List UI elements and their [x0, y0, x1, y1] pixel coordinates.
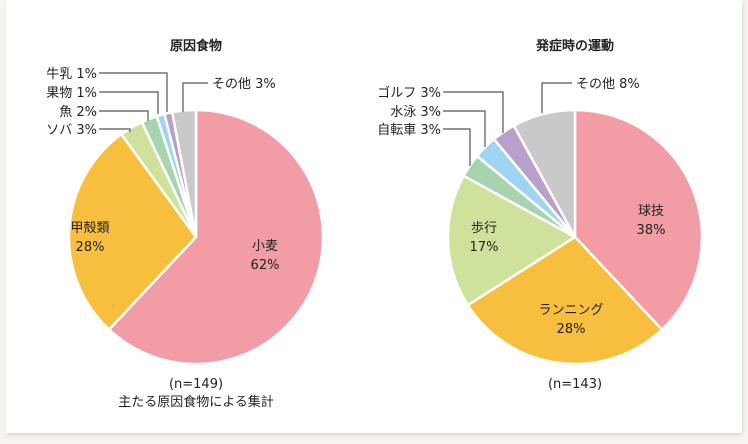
pie-slice [573, 108, 704, 331]
pie-chart-1 [67, 72, 325, 366]
chart-title: 原因食物 [170, 38, 222, 54]
slice-label: 歩行 [471, 221, 497, 236]
sample-size-note: (n=149) [169, 377, 223, 392]
pie-slice [67, 133, 198, 331]
leader-line [99, 72, 168, 112]
slice-callout-label: 魚 2% [59, 105, 97, 120]
pie-chart-2 [443, 82, 704, 366]
slice-value: 38% [637, 223, 666, 238]
pie-slice [446, 174, 577, 307]
leader-line [443, 110, 486, 147]
slice-callout-label: 自転車 3% [377, 123, 441, 138]
slice-callout-label: その他 8% [576, 77, 640, 92]
chart-title: 発症時の運動 [535, 38, 614, 54]
slice-label: ランニング [538, 303, 603, 318]
leader-line [443, 91, 504, 133]
slice-callout-label: 牛乳 1% [46, 67, 97, 82]
leader-line [99, 110, 149, 121]
slice-callout-label: 果物 1% [46, 86, 97, 101]
slice-callout-label: ソバ 3% [46, 123, 97, 138]
leader-line [182, 82, 208, 112]
leader-line [99, 128, 131, 132]
slice-callout-label: 水泳 3% [390, 105, 441, 120]
sample-size-note: (n=143) [548, 377, 602, 392]
pie-slice [170, 108, 198, 239]
slice-label: 甲殻類 [70, 221, 109, 236]
slice-label: 小麦 [252, 239, 278, 254]
slice-value: 28% [76, 240, 105, 255]
slice-value: 28% [557, 322, 586, 337]
pie-slice [466, 235, 664, 366]
leader-line [541, 82, 572, 113]
slice-callout-label: その他 3% [212, 77, 276, 92]
slice-value: 62% [251, 258, 280, 273]
slice-value: 17% [470, 240, 499, 255]
pie-slice [107, 108, 325, 366]
pie-slice [512, 108, 577, 239]
slice-callout-label: ゴルフ 3% [377, 85, 441, 101]
leader-line [443, 128, 471, 166]
slice-label: 球技 [638, 204, 664, 219]
chart-caption: 主たる原因食物による集計 [118, 394, 274, 410]
leader-line [99, 91, 159, 114]
